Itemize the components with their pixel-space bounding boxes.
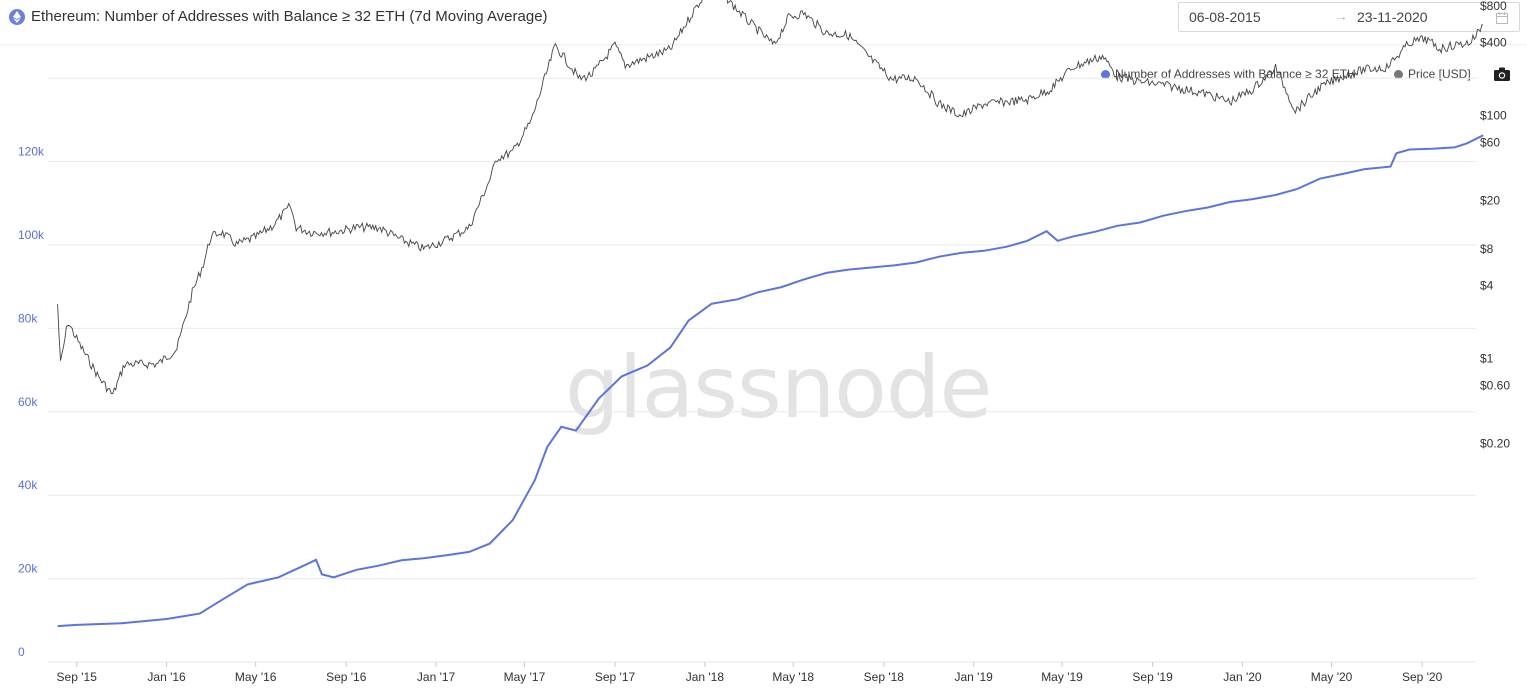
y-left-tick: 120k — [18, 145, 45, 159]
camera-icon[interactable] — [1494, 67, 1510, 86]
legend-label-price: Price [USD] — [1408, 67, 1471, 81]
addresses-line — [57, 134, 1484, 628]
y-right-tick: $100 — [1480, 109, 1507, 123]
x-tick-label: Jan '20 — [1223, 670, 1262, 684]
watermark: glassnode — [565, 338, 992, 438]
legend-item-price[interactable]: Price [USD] — [1394, 67, 1471, 81]
x-tick-label: Jan '19 — [954, 670, 993, 684]
x-tick-label: Sep '15 — [57, 670, 98, 684]
legend-item-addresses[interactable]: Number of Addresses with Balance ≥ 32 ET… — [1101, 67, 1356, 81]
y-left-tick: 100k — [18, 228, 45, 242]
x-tick-label: Sep '20 — [1402, 670, 1443, 684]
date-range-picker[interactable]: 06-08-2015 → 23-11-2020 — [1178, 2, 1520, 32]
x-tick-label: Sep '19 — [1132, 670, 1173, 684]
y-right-tick: $800 — [1480, 0, 1507, 13]
y-left-tick: 0 — [18, 645, 25, 659]
x-tick-label: May '19 — [1041, 670, 1083, 684]
chart-legend: Number of Addresses with Balance ≥ 32 ET… — [0, 67, 1527, 87]
x-tick-label: May '18 — [772, 670, 814, 684]
ethereum-logo-icon — [9, 9, 25, 25]
y-right-tick: $0.60 — [1480, 378, 1510, 392]
x-tick-label: Sep '18 — [864, 670, 905, 684]
legend-label-addresses: Number of Addresses with Balance ≥ 32 ET… — [1115, 67, 1356, 81]
x-tick-label: Sep '16 — [326, 670, 367, 684]
start-date-input[interactable]: 06-08-2015 — [1189, 9, 1261, 25]
legend-dot-addresses — [1101, 69, 1110, 79]
x-tick-label: May '20 — [1311, 670, 1353, 684]
x-tick-label: Jan '17 — [417, 670, 456, 684]
chart-title: Ethereum: Number of Addresses with Balan… — [31, 8, 548, 25]
x-tick-label: May '17 — [504, 670, 546, 684]
header-bar: Ethereum: Number of Addresses with Balan… — [0, 0, 1527, 45]
legend-dot-price — [1394, 69, 1403, 79]
y-left-tick: 20k — [18, 562, 38, 576]
price-line — [57, 0, 1484, 394]
arrow-right-icon: → — [1334, 8, 1348, 24]
y-right-tick: $60 — [1480, 136, 1500, 150]
y-left-tick: 40k — [18, 478, 38, 492]
y-right-tick: $1 — [1480, 352, 1494, 366]
x-tick-label: Jan '16 — [147, 670, 186, 684]
y-right-tick: $0.20 — [1480, 436, 1510, 450]
y-right-tick: $20 — [1480, 194, 1500, 208]
y-right-tick: $400 — [1480, 36, 1507, 50]
calendar-icon[interactable] — [1496, 11, 1508, 29]
y-left-tick: 80k — [18, 311, 38, 325]
end-date-input[interactable]: 23-11-2020 — [1357, 9, 1428, 25]
y-left-tick: 60k — [18, 395, 38, 409]
x-tick-label: Sep '17 — [595, 670, 636, 684]
x-tick-label: Jan '18 — [686, 670, 725, 684]
y-right-tick: $4 — [1480, 278, 1494, 292]
y-right-tick: $8 — [1480, 242, 1494, 256]
x-tick-label: May '16 — [235, 670, 277, 684]
